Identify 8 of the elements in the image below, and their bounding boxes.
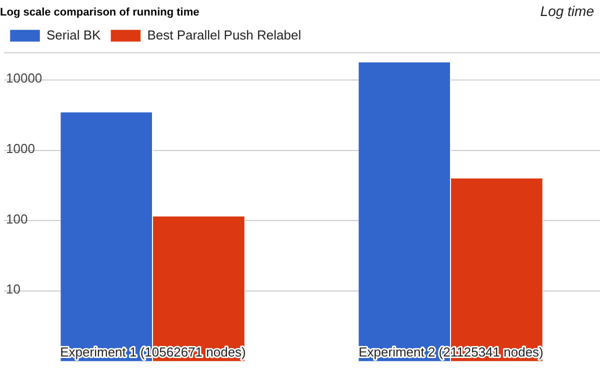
y-tick-label: 100 — [6, 211, 28, 226]
chart-title: Log scale comparison of running time — [0, 6, 200, 19]
y-tick-label: 1000 — [6, 141, 35, 156]
y-tick-label: 10000 — [6, 70, 42, 86]
y-axis-title: Log time — [540, 2, 594, 19]
legend-label: Serial BK — [46, 27, 102, 42]
y-tick-label: 10 — [6, 282, 20, 297]
legend-label: Best Parallel Push Relabel — [147, 27, 302, 42]
